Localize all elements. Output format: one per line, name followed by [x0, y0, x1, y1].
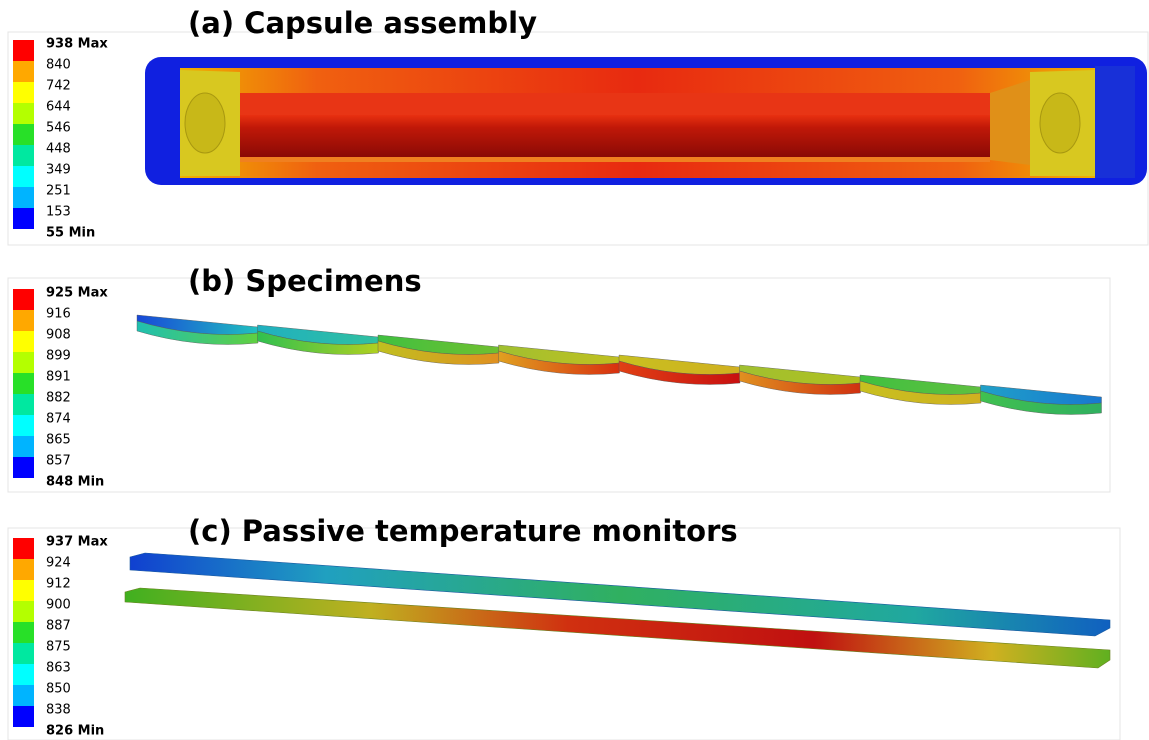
panel-title: (a) Capsule assembly — [188, 6, 537, 40]
legend-swatch — [13, 601, 34, 622]
legend-label: 912 — [46, 577, 71, 592]
legend-swatch — [13, 145, 34, 166]
legend-swatch — [13, 538, 34, 559]
figure: (a) Capsule assembly (b) Specimens (c) P… — [0, 0, 1149, 740]
legend-swatch — [13, 310, 34, 331]
legend-swatch — [13, 289, 34, 310]
legend-label: 882 — [46, 391, 71, 406]
legends: 938 Max 840 742 644 546 448 349 251 153 55 Min 925… — [13, 37, 108, 739]
legend-swatch — [13, 82, 34, 103]
legend-swatch — [13, 124, 34, 145]
legend-swatch — [13, 373, 34, 394]
legend-label: 251 — [46, 184, 71, 199]
legend-swatch — [13, 166, 34, 187]
legend-label: 644 — [46, 100, 71, 115]
legend-label: 924 — [46, 556, 71, 571]
legend-swatch — [13, 706, 34, 727]
legend-label: 546 — [46, 121, 71, 136]
legend-swatch — [13, 352, 34, 373]
specimen-model — [137, 315, 1102, 415]
legend-label: 857 — [46, 454, 71, 469]
legend-label: 448 — [46, 142, 71, 157]
legend-label: 937 Max — [46, 535, 108, 550]
legend-swatch — [13, 559, 34, 580]
legend-label: 891 — [46, 370, 71, 385]
legend-label: 900 — [46, 598, 71, 613]
legend-swatch — [13, 664, 34, 685]
legend-label: 848 Min — [46, 475, 104, 490]
legend-swatch — [13, 103, 34, 124]
legend-swatch — [13, 331, 34, 352]
legend-swatch — [13, 580, 34, 601]
legend-label: 349 — [46, 163, 71, 178]
legend-swatch — [13, 457, 34, 478]
legend-label: 863 — [46, 661, 71, 676]
legend-swatch — [13, 40, 34, 61]
legend-swatch — [13, 643, 34, 664]
legend-label: 840 — [46, 58, 71, 73]
legend-label: 899 — [46, 349, 71, 364]
page: (a) Capsule assembly (b) Specimens (c) P… — [0, 0, 1149, 740]
legend-swatch — [13, 436, 34, 457]
monitor-model — [125, 553, 1110, 668]
legend-label: 874 — [46, 412, 71, 427]
legend-swatch — [13, 187, 34, 208]
legend-swatch — [13, 394, 34, 415]
legend-swatch — [13, 61, 34, 82]
legend-label: 153 — [46, 205, 71, 220]
legend-label: 826 Min — [46, 724, 104, 739]
legend-label: 925 Max — [46, 286, 108, 301]
legend-swatch — [13, 415, 34, 436]
legend-label: 865 — [46, 433, 71, 448]
panel-title: (c) Passive temperature monitors — [188, 514, 738, 548]
legend-label: 908 — [46, 328, 71, 343]
legend-label: 938 Max — [46, 37, 108, 52]
legend-label: 916 — [46, 307, 71, 322]
legend-label: 887 — [46, 619, 71, 634]
legend-swatch — [13, 208, 34, 229]
legend-label: 850 — [46, 682, 71, 697]
legend-label: 55 Min — [46, 226, 95, 241]
legend-swatch — [13, 685, 34, 706]
panel-title: (b) Specimens — [188, 264, 422, 298]
legend-label: 838 — [46, 703, 71, 718]
legend-label: 875 — [46, 640, 71, 655]
legend-swatch — [13, 622, 34, 643]
capsule-model — [145, 57, 1147, 185]
legend-label: 742 — [46, 79, 71, 94]
